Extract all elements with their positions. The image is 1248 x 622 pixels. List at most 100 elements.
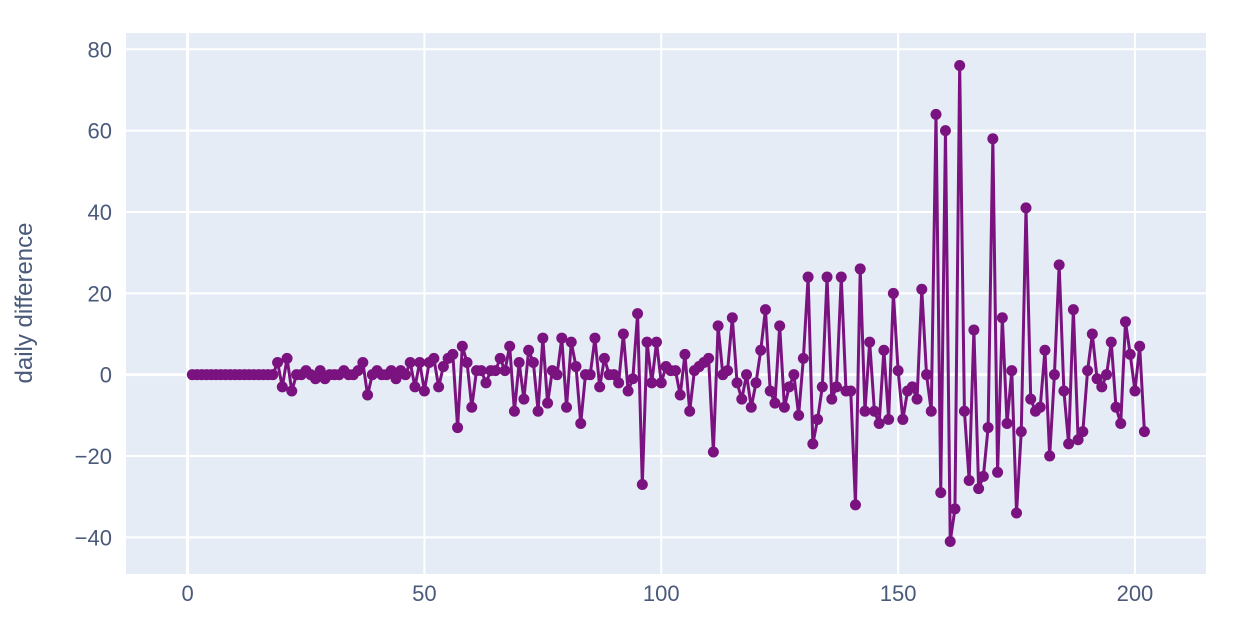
data-point [764,385,776,397]
data-point [1115,417,1127,429]
data-point [826,393,838,405]
data-point [1077,426,1089,438]
data-point [632,308,644,320]
data-point [987,133,999,145]
data-point [973,483,985,495]
data-point [428,352,440,364]
data-point [1058,385,1070,397]
data-point [750,377,762,389]
data-point [868,405,880,417]
data-point [1039,344,1051,356]
data-point [906,381,918,393]
data-point [1124,348,1136,360]
data-point [669,365,681,377]
data-point [755,344,767,356]
data-point [897,413,909,425]
data-point [674,389,686,401]
data-point [1044,450,1056,462]
data-point [996,312,1008,324]
data-point [561,401,573,413]
data-point [759,304,771,316]
data-point [409,381,421,393]
plot-background [126,33,1206,574]
data-point [584,369,596,381]
data-point [1091,373,1103,385]
data-point [362,389,374,401]
data-point [1048,369,1060,381]
y-tick-label: 80 [88,37,112,62]
data-point [992,466,1004,478]
data-point [447,348,459,360]
data-point [793,409,805,421]
data-point [741,369,753,381]
x-tick-label: 0 [181,581,193,606]
series-markers [186,60,1150,547]
data-point [887,287,899,299]
data-point [726,312,738,324]
data-point [537,332,549,344]
data-point [835,271,847,283]
data-point [1063,438,1075,450]
data-point [731,377,743,389]
data-point [452,422,464,434]
data-point [589,332,601,344]
data-point [883,413,895,425]
data-point [404,356,416,368]
data-point [1034,401,1046,413]
x-tick-label: 100 [643,581,680,606]
y-tick-label: 40 [88,200,112,225]
data-point [513,356,525,368]
data-point [461,356,473,368]
data-point [949,503,961,515]
data-point [399,369,411,381]
data-point [565,336,577,348]
data-point [684,405,696,417]
data-point [797,352,809,364]
data-point [314,365,326,377]
data-point [499,365,511,377]
data-point [523,344,535,356]
data-point [281,352,293,364]
y-tick-label: 0 [100,363,112,388]
data-point [930,108,942,120]
data-point [390,373,402,385]
data-point [745,401,757,413]
data-point [968,324,980,336]
data-point [518,393,530,405]
data-point [556,332,568,344]
data-point [613,377,625,389]
data-point [958,405,970,417]
data-point [925,405,937,417]
data-point [821,271,833,283]
data-point [636,479,648,491]
data-point [504,340,516,352]
data-point [1082,365,1094,377]
x-tick-label: 50 [412,581,436,606]
data-point [1134,340,1146,352]
data-point [489,365,501,377]
y-tick-label: −40 [75,525,112,550]
data-point [352,365,364,377]
data-point [802,271,814,283]
data-point [608,369,620,381]
data-point [854,263,866,275]
data-point [286,385,298,397]
data-point [736,393,748,405]
data-point [575,417,587,429]
data-point [935,487,947,499]
data-point [532,405,544,417]
data-point [418,385,430,397]
data-point [977,470,989,482]
data-point [276,381,288,393]
data-point [703,352,715,364]
data-point [414,356,426,368]
data-point [954,60,966,72]
data-point [542,397,554,409]
data-point [707,446,719,458]
data-point [433,381,445,393]
data-point [641,336,653,348]
data-point [1001,417,1013,429]
data-point [807,438,819,450]
data-point [1015,426,1027,438]
data-point [679,348,691,360]
